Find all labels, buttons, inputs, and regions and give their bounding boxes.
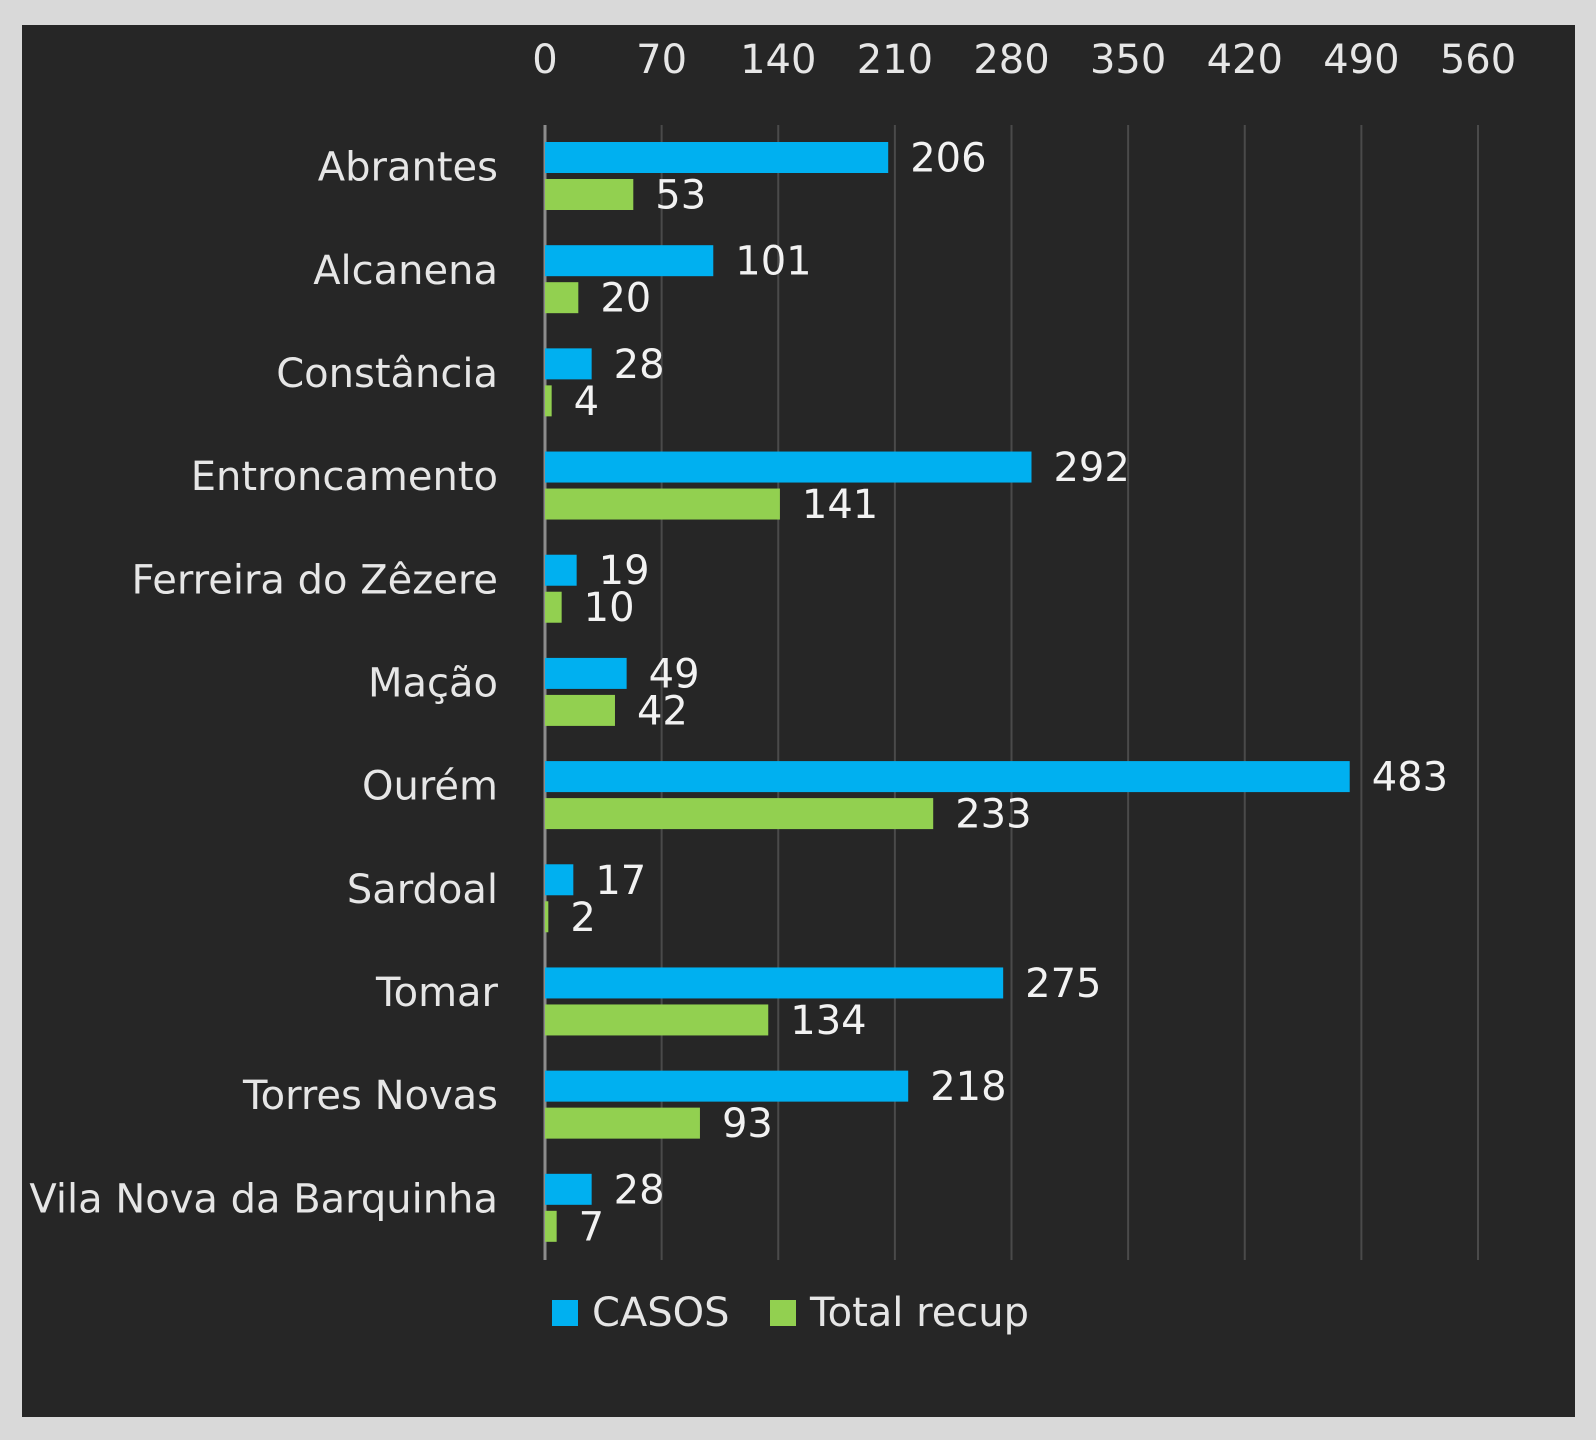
data-label: 218	[930, 1064, 1006, 1110]
category-label: Abrantes	[318, 145, 498, 191]
x-tick-label: 70	[636, 37, 687, 83]
x-tick-label: 0	[532, 37, 557, 83]
data-label: 49	[649, 651, 700, 697]
data-label: 53	[655, 173, 706, 219]
bar-casos	[545, 1173, 592, 1205]
data-label: 93	[722, 1101, 773, 1147]
chart-area: 0 70 140 210 280 350 420 490 560 206 53 101 20 28 4 29…	[22, 25, 1575, 1417]
category-label: Sardoal	[347, 867, 498, 913]
category-label: Torres Novas	[242, 1073, 498, 1119]
data-label: 292	[1053, 445, 1129, 491]
category-label: Vila Nova da Barquinha	[29, 1176, 498, 1222]
bar-total-recup	[545, 1004, 769, 1036]
x-tick-label: 140	[740, 37, 816, 83]
data-label: 101	[735, 239, 811, 285]
data-label: 206	[910, 136, 986, 182]
bar-casos	[545, 1070, 909, 1102]
bar-casos	[545, 761, 1350, 793]
category-label: Ourém	[362, 764, 498, 810]
bar-chart: 0 70 140 210 280 350 420 490 560 206531012028429…	[29, 37, 1516, 1336]
x-tick-label: 210	[857, 37, 933, 83]
data-label: 134	[790, 998, 866, 1044]
data-label: 20	[600, 276, 651, 322]
bar-total-recup	[545, 901, 549, 933]
data-label: 28	[614, 342, 665, 388]
bar-total-recup	[545, 488, 780, 520]
category-label: Ferreira do Zêzere	[131, 557, 498, 603]
data-label: 483	[1372, 755, 1448, 801]
bar-total-recup	[545, 179, 634, 210]
legend-swatch-casos	[552, 1300, 578, 1326]
x-axis-ticks: 0 70 140 210 280 350 420 490 560	[532, 37, 1516, 83]
bar-casos	[545, 348, 592, 380]
x-tick-label: 350	[1090, 37, 1166, 83]
data-label: 2	[570, 895, 595, 941]
bar-casos	[545, 864, 574, 896]
bar-casos	[545, 657, 627, 689]
legend-label: CASOS	[592, 1290, 730, 1336]
category-label: Alcanena	[313, 248, 498, 294]
data-label: 7	[579, 1204, 604, 1250]
bar-total-recup	[545, 591, 562, 623]
data-label: 10	[584, 585, 635, 631]
bar-casos	[545, 554, 577, 586]
bar-casos	[545, 451, 1032, 483]
category-labels: Abrantes Alcanena Constância Entroncamento F…	[29, 145, 498, 1223]
data-label: 17	[595, 858, 646, 904]
x-tick-label: 490	[1323, 37, 1399, 83]
bar-casos	[545, 967, 1004, 999]
bar-total-recup	[545, 694, 615, 726]
data-label: 141	[802, 482, 878, 528]
data-label: 42	[637, 688, 688, 734]
x-tick-label: 280	[973, 37, 1049, 83]
bar-total-recup	[545, 1107, 700, 1139]
bar-total-recup	[545, 282, 579, 314]
category-label: Tomar	[375, 970, 499, 1016]
data-label: 275	[1025, 961, 1101, 1007]
legend-label: Total recup	[809, 1290, 1029, 1336]
bar-total-recup	[545, 798, 934, 830]
category-label: Mação	[368, 661, 498, 707]
bar-casos	[545, 142, 889, 173]
data-label: 233	[955, 792, 1031, 838]
legend: CASOS Total recup	[552, 1290, 1029, 1336]
x-tick-label: 420	[1207, 37, 1283, 83]
x-tick-label: 560	[1440, 37, 1516, 83]
bar-total-recup	[545, 1210, 557, 1242]
bar-casos	[545, 245, 714, 277]
data-label: 28	[614, 1167, 665, 1213]
category-label: Constância	[276, 351, 498, 397]
data-label: 19	[599, 548, 650, 594]
data-label: 4	[574, 379, 599, 425]
legend-swatch-total-recup	[770, 1300, 796, 1326]
bar-total-recup	[545, 385, 552, 417]
category-label: Entroncamento	[191, 454, 498, 500]
